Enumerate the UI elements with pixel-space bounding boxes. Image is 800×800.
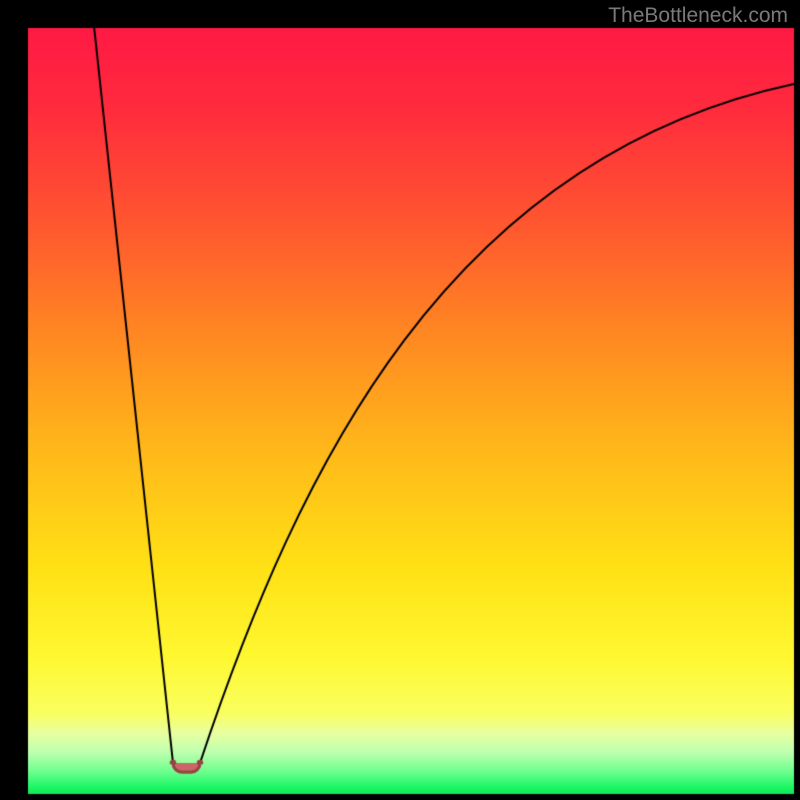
watermark-text: TheBottleneck.com	[608, 4, 788, 28]
chart-container: TheBottleneck.com	[0, 0, 800, 800]
chart-canvas	[0, 0, 800, 800]
